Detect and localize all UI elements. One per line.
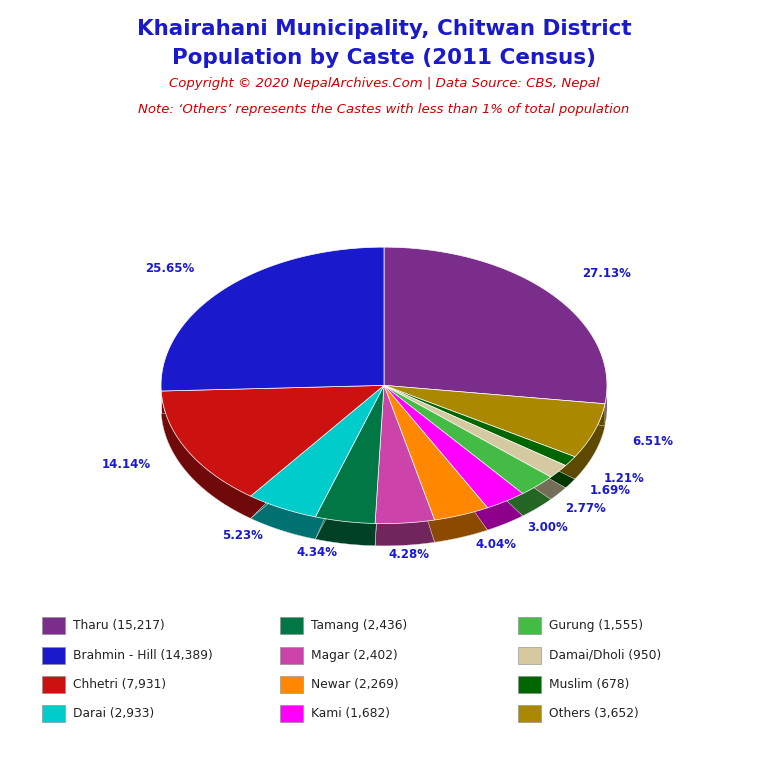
Text: 2.77%: 2.77% <box>565 502 606 515</box>
Polygon shape <box>316 386 384 524</box>
Polygon shape <box>488 494 523 530</box>
Polygon shape <box>384 386 551 516</box>
Polygon shape <box>316 517 375 546</box>
Text: 1.69%: 1.69% <box>590 485 631 498</box>
Text: 6.51%: 6.51% <box>632 435 674 448</box>
Text: Khairahani Municipality, Chitwan District: Khairahani Municipality, Chitwan Distric… <box>137 19 631 39</box>
Polygon shape <box>375 386 435 524</box>
Text: Magar (2,402): Magar (2,402) <box>311 649 398 661</box>
Polygon shape <box>375 520 435 546</box>
Polygon shape <box>161 386 384 518</box>
Polygon shape <box>551 465 566 499</box>
Polygon shape <box>316 386 384 546</box>
Text: Newar (2,269): Newar (2,269) <box>311 678 399 690</box>
Text: 14.14%: 14.14% <box>102 458 151 471</box>
Polygon shape <box>250 386 384 517</box>
Text: 4.28%: 4.28% <box>389 548 429 561</box>
Text: Tharu (15,217): Tharu (15,217) <box>73 620 164 632</box>
Polygon shape <box>161 391 250 518</box>
Text: Brahmin - Hill (14,389): Brahmin - Hill (14,389) <box>73 649 213 661</box>
Text: Chhetri (7,931): Chhetri (7,931) <box>73 678 166 690</box>
Text: 4.34%: 4.34% <box>296 546 338 558</box>
Text: 27.13%: 27.13% <box>582 267 631 280</box>
Text: Kami (1,682): Kami (1,682) <box>311 707 390 720</box>
Polygon shape <box>523 477 551 516</box>
Polygon shape <box>605 384 607 426</box>
Polygon shape <box>384 386 566 477</box>
Polygon shape <box>384 386 605 457</box>
Text: 1.21%: 1.21% <box>604 472 644 485</box>
Polygon shape <box>575 404 605 479</box>
Text: Copyright © 2020 NepalArchives.Com | Data Source: CBS, Nepal: Copyright © 2020 NepalArchives.Com | Dat… <box>169 77 599 90</box>
Polygon shape <box>384 386 523 530</box>
Text: Population by Caste (2011 Census): Population by Caste (2011 Census) <box>172 48 596 68</box>
Text: 4.04%: 4.04% <box>475 538 517 551</box>
Polygon shape <box>384 247 607 404</box>
Polygon shape <box>384 386 575 488</box>
Polygon shape <box>161 247 384 391</box>
Polygon shape <box>250 496 316 539</box>
Text: Damai/Dholi (950): Damai/Dholi (950) <box>549 649 661 661</box>
Text: Gurung (1,555): Gurung (1,555) <box>549 620 644 632</box>
Polygon shape <box>566 457 575 488</box>
Text: 25.65%: 25.65% <box>145 262 194 274</box>
Polygon shape <box>384 386 488 542</box>
Polygon shape <box>375 386 435 546</box>
Polygon shape <box>384 386 488 520</box>
Polygon shape <box>384 386 551 494</box>
Polygon shape <box>384 386 575 465</box>
Text: Muslim (678): Muslim (678) <box>549 678 630 690</box>
Polygon shape <box>250 386 384 539</box>
Text: Others (3,652): Others (3,652) <box>549 707 639 720</box>
Polygon shape <box>384 386 523 508</box>
Polygon shape <box>384 386 566 499</box>
Polygon shape <box>384 386 605 479</box>
Text: 5.23%: 5.23% <box>222 529 263 542</box>
Text: 3.00%: 3.00% <box>528 521 568 534</box>
Polygon shape <box>435 508 488 542</box>
Text: Tamang (2,436): Tamang (2,436) <box>311 620 407 632</box>
Polygon shape <box>161 386 384 496</box>
Text: Darai (2,933): Darai (2,933) <box>73 707 154 720</box>
Text: Note: ‘Others’ represents the Castes with less than 1% of total population: Note: ‘Others’ represents the Castes wit… <box>138 103 630 116</box>
